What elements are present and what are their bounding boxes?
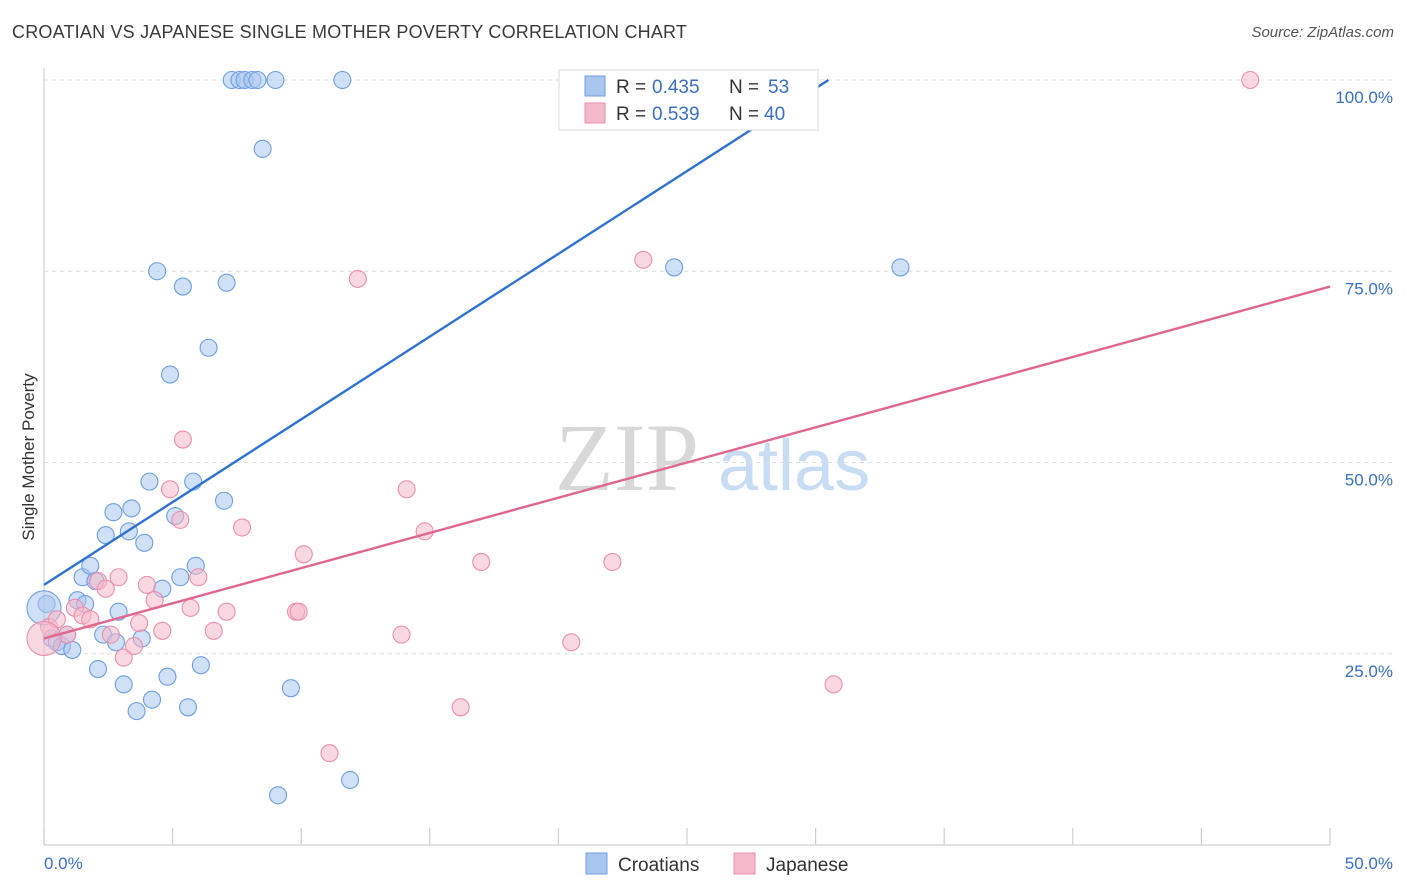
- japanese-point-22: [217, 602, 236, 621]
- source-credit: Source: ZipAtlas.com: [1251, 24, 1394, 41]
- japanese-point-32: [451, 698, 470, 717]
- japanese-point-38: [1241, 70, 1260, 90]
- croatians-point-51: [891, 258, 910, 277]
- legend-n-value-japanese: 40: [764, 104, 785, 125]
- bottom-legend-croatians: Croatians: [618, 855, 699, 876]
- chart-title: CROATIAN VS JAPANESE SINGLE MOTHER POVER…: [12, 22, 688, 42]
- croatians-point-28: [160, 365, 180, 384]
- japanese-point-20: [189, 568, 208, 587]
- legend-n-label-japanese: N =: [729, 104, 759, 125]
- legend-swatch-japanese: [584, 102, 606, 124]
- trend-lines: [43, 78, 1331, 640]
- croatians-point-38: [217, 273, 236, 292]
- bottom-legend-japanese: Japanese: [766, 855, 848, 876]
- croatians-point-36: [199, 338, 218, 357]
- japanese-point-29: [392, 625, 411, 644]
- japanese-point-27: [320, 744, 339, 763]
- croatians-point-27: [158, 667, 177, 686]
- japanese-point-28: [348, 269, 367, 288]
- japanese-point-18: [173, 430, 192, 449]
- legend-n-value-croatians: 53: [768, 77, 789, 98]
- y-tick-labels: 25.0% 50.0% 75.0% 100.0%: [1335, 88, 1393, 681]
- japanese-point-25: [289, 602, 308, 621]
- series-legend: Croatians Japanese: [585, 852, 848, 876]
- croatians-point-25: [148, 262, 167, 281]
- japanese-point-30: [397, 480, 416, 499]
- japanese-point-16: [160, 480, 180, 499]
- croatians-point-50: [665, 258, 684, 277]
- japanese-point-19: [181, 598, 200, 617]
- correlation-legend: R = 0.435 N = 53 R = 0.539 N = 40: [558, 69, 819, 131]
- japanese-point-34: [562, 633, 581, 652]
- japanese-point-23: [232, 518, 252, 537]
- x-tick-label-max: 50.0%: [1345, 854, 1393, 873]
- croatians-point-49: [341, 770, 360, 790]
- japanese-point-31: [415, 522, 434, 541]
- japanese-point-11: [124, 637, 144, 656]
- watermark-atlas: atlas: [718, 426, 870, 506]
- croatians-point-14: [104, 503, 123, 522]
- legend-r-label-croatians: R =: [616, 77, 646, 98]
- japanese-point-8: [101, 625, 120, 644]
- croatians-point-5: [63, 640, 82, 659]
- gridlines: [44, 79, 1393, 655]
- croatians-point-37: [214, 491, 234, 510]
- japanese-point-26: [294, 545, 313, 564]
- japanese-point-33: [472, 552, 491, 572]
- croatians-point-20: [127, 702, 146, 721]
- japanese-point-17: [171, 510, 190, 529]
- croatians-point-35: [191, 656, 210, 675]
- croatians-point-24: [142, 690, 162, 709]
- legend-n-label-croatians: N =: [729, 77, 759, 98]
- japanese-point-15: [153, 621, 172, 640]
- japanese-point-13: [137, 575, 156, 594]
- croatians-point-30: [171, 568, 190, 587]
- croatians-point-13: [96, 526, 115, 545]
- croatians-point-32: [178, 698, 198, 717]
- japanese-points: [26, 70, 1260, 763]
- y-axis-title: Single Mother Poverty: [19, 373, 38, 541]
- croatians-point-19: [122, 499, 141, 518]
- japanese-point-21: [204, 621, 223, 640]
- croatians-point-45: [266, 70, 285, 90]
- croatians-point-23: [140, 472, 159, 491]
- japanese-point-35: [603, 552, 622, 572]
- japanese-point-9: [109, 568, 128, 587]
- japanese-trend-line: [43, 285, 1331, 640]
- croatians-point-22: [135, 533, 154, 552]
- croatians-point-11: [88, 659, 108, 679]
- croatians-point-48: [333, 70, 352, 90]
- bottom-legend-swatch-japanese: [733, 852, 756, 875]
- japanese-point-10: [114, 648, 133, 667]
- japanese-point-37: [824, 675, 843, 694]
- x-tick-label-min: 0.0%: [44, 854, 83, 873]
- japanese-point-36: [634, 250, 653, 269]
- y-tick-label-50: 50.0%: [1345, 471, 1393, 490]
- japanese-point-12: [130, 614, 149, 633]
- y-tick-label-25: 25.0%: [1345, 662, 1393, 681]
- x-axis-ticks: [43, 828, 1331, 845]
- croatians-point-46: [281, 679, 300, 698]
- legend-swatch-croatians: [584, 75, 606, 97]
- bottom-legend-swatch-croatians: [585, 852, 608, 875]
- legend-r-value-croatians: 0.435: [652, 77, 700, 98]
- watermark-zip: ZIP: [555, 404, 699, 511]
- croatians-point-31: [173, 277, 192, 296]
- japanese-point-7: [96, 579, 115, 598]
- croatians-point-47: [269, 786, 288, 805]
- croatians-point-43: [248, 70, 267, 90]
- legend-r-value-japanese: 0.539: [652, 104, 700, 125]
- y-tick-label-75: 75.0%: [1345, 279, 1393, 298]
- croatians-point-17: [114, 675, 133, 694]
- y-tick-label-100: 100.0%: [1335, 88, 1393, 107]
- croatians-trend-line: [43, 78, 830, 586]
- legend-r-label-japanese: R =: [616, 104, 646, 125]
- croatians-point-44: [253, 139, 272, 158]
